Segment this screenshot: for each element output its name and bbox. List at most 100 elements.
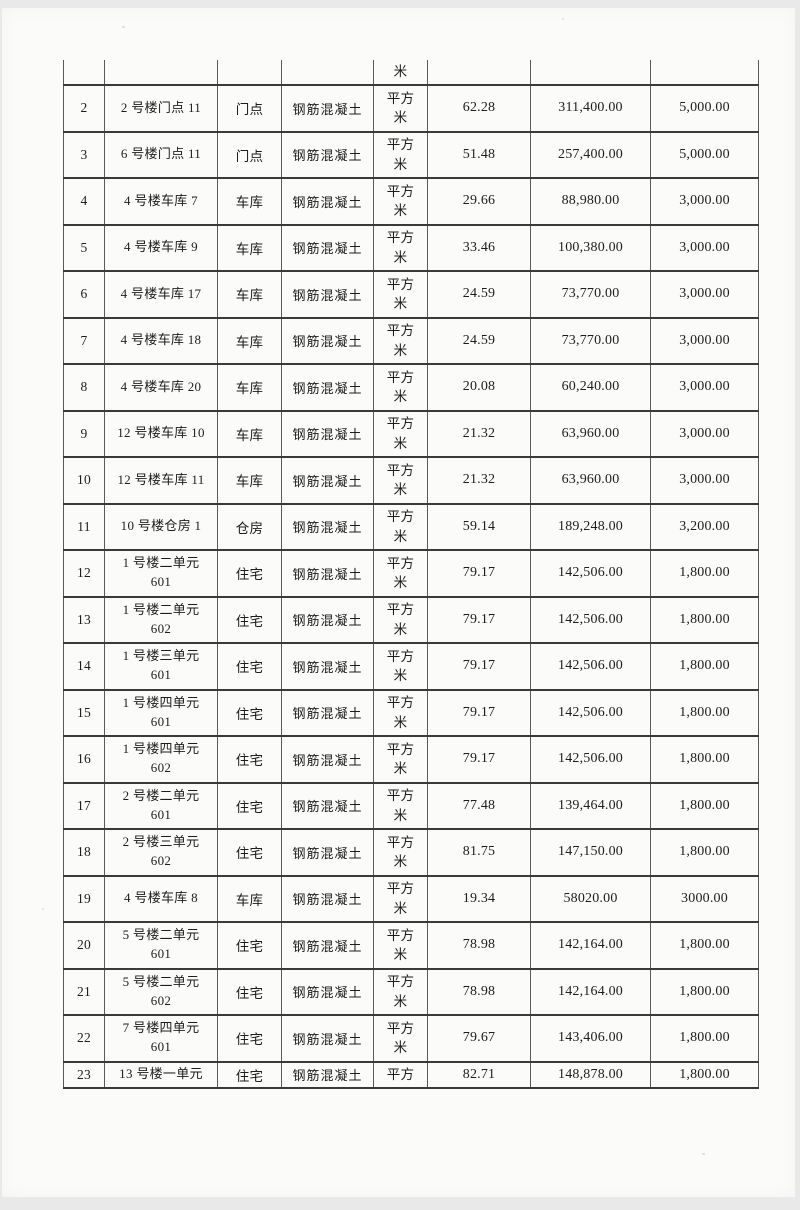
cell-total: 142,164.00 — [530, 967, 651, 1016]
cell-total: 143,406.00 — [530, 1014, 651, 1063]
cell-price: 1,800.00 — [650, 688, 759, 737]
cell-unit: 平方 米 — [373, 409, 428, 458]
cell-no: 19 — [63, 874, 105, 923]
cell-unit: 平方 米 — [373, 130, 428, 179]
cell-price: 1,800.00 — [650, 828, 759, 877]
cell-price: 3,000.00 — [650, 223, 759, 272]
cell-total: 142,506.00 — [530, 688, 651, 737]
cell-total: 58020.00 — [530, 874, 651, 923]
cell-material: 钢筋混凝土 — [281, 735, 374, 784]
cell-name: 1 号楼四单元 602 — [104, 735, 218, 784]
cell-type: 车库 — [217, 177, 282, 226]
cell-name: 4 号楼车库 20 — [104, 363, 218, 412]
continuation-row: 米 — [63, 60, 759, 86]
cell-material: 钢筋混凝土 — [281, 642, 374, 691]
cell-price: 3000.00 — [650, 874, 759, 923]
table-row: 17 2 号楼二单元 601 住宅 钢筋混凝土 平方 米 77.48 139,464.00 1… — [63, 781, 759, 830]
cell-price: 1,800.00 — [650, 967, 759, 1016]
cell-total: 139,464.00 — [530, 781, 651, 830]
cell-name: 5 号楼二单元 602 — [104, 967, 218, 1016]
cell-material: 钢筋混凝土 — [281, 316, 374, 365]
table-row: 10 12 号楼车库 11 车库 钢筋混凝土 平方 米 21.32 63,960.00 3,0… — [63, 456, 759, 505]
table-row: 20 5 号楼二单元 601 住宅 钢筋混凝土 平方 米 78.98 142,164.00 1… — [63, 921, 759, 970]
cell-material: 钢筋混凝土 — [281, 223, 374, 272]
cell-total: 142,506.00 — [530, 735, 651, 784]
cell-unit: 平方 米 — [373, 549, 428, 598]
cell-material: 钢筋混凝土 — [281, 456, 374, 505]
table-row: 22 7 号楼四单元 601 住宅 钢筋混凝土 平方 米 79.67 143,406.00 1… — [63, 1014, 759, 1063]
cell-type: 车库 — [217, 363, 282, 412]
cell-name: 5 号楼二单元 601 — [104, 921, 218, 970]
cell-type: 住宅 — [217, 921, 282, 970]
cell-price: 5,000.00 — [650, 84, 759, 133]
cell-no: 23 — [63, 1060, 105, 1089]
cell-price: 3,000.00 — [650, 270, 759, 319]
cell-total: 142,506.00 — [530, 642, 651, 691]
table-row: 11 10 号楼仓房 1 仓房 钢筋混凝土 平方 米 59.14 189,248.00 3,2… — [63, 502, 759, 551]
cell-material — [281, 60, 374, 86]
cell-material: 钢筋混凝土 — [281, 1060, 374, 1089]
cell-price: 3,000.00 — [650, 409, 759, 458]
cell-material: 钢筋混凝土 — [281, 874, 374, 923]
cell-name: 7 号楼四单元 601 — [104, 1014, 218, 1063]
cell-type: 车库 — [217, 270, 282, 319]
scan-speck — [122, 26, 125, 28]
cell-total: 63,960.00 — [530, 409, 651, 458]
cell-total: 189,248.00 — [530, 502, 651, 551]
cell-type — [217, 60, 282, 86]
cell-no: 2 — [63, 84, 105, 133]
table-row: 9 12 号楼车库 10 车库 钢筋混凝土 平方 米 21.32 63,960.00 3,00… — [63, 409, 759, 458]
cell-unit: 平方 米 — [373, 456, 428, 505]
cell-unit: 平方 米 — [373, 177, 428, 226]
cell-total: 142,506.00 — [530, 595, 651, 644]
cell-area: 29.66 — [427, 177, 531, 226]
cell-no: 14 — [63, 642, 105, 691]
cell-unit: 平方 — [373, 1060, 428, 1089]
cell-name: 1 号楼二单元 602 — [104, 595, 218, 644]
cell-area: 20.08 — [427, 363, 531, 412]
cell-name: 4 号楼车库 9 — [104, 223, 218, 272]
cell-type: 车库 — [217, 409, 282, 458]
cell-area: 81.75 — [427, 828, 531, 877]
cell-type: 住宅 — [217, 967, 282, 1016]
cell-total: 142,164.00 — [530, 921, 651, 970]
cell-no: 17 — [63, 781, 105, 830]
cell-unit: 平方 米 — [373, 921, 428, 970]
cell-no: 22 — [63, 1014, 105, 1063]
cell-price: 1,800.00 — [650, 549, 759, 598]
cell-total: 63,960.00 — [530, 456, 651, 505]
cell-type: 住宅 — [217, 549, 282, 598]
cell-no: 11 — [63, 502, 105, 551]
cell-type: 门点 — [217, 84, 282, 133]
cell-unit: 平方 米 — [373, 735, 428, 784]
cell-area: 78.98 — [427, 921, 531, 970]
cell-price: 3,000.00 — [650, 456, 759, 505]
table-row: 12 1 号楼二单元 601 住宅 钢筋混凝土 平方 米 79.17 142,506.00 1… — [63, 549, 759, 598]
scan-speck — [562, 18, 564, 20]
cell-unit: 平方 米 — [373, 781, 428, 830]
cell-type: 车库 — [217, 874, 282, 923]
cell-no: 18 — [63, 828, 105, 877]
cell-name: 4 号楼车库 7 — [104, 177, 218, 226]
cell-material: 钢筋混凝土 — [281, 921, 374, 970]
table-row: 16 1 号楼四单元 602 住宅 钢筋混凝土 平方 米 79.17 142,506.00 1… — [63, 735, 759, 784]
cell-unit: 平方 米 — [373, 1014, 428, 1063]
cell-area: 79.17 — [427, 735, 531, 784]
cell-unit: 平方 米 — [373, 316, 428, 365]
cell-material: 钢筋混凝土 — [281, 270, 374, 319]
cell-unit: 平方 米 — [373, 874, 428, 923]
cell-material: 钢筋混凝土 — [281, 363, 374, 412]
cell-total — [530, 60, 651, 86]
cell-type: 住宅 — [217, 781, 282, 830]
cell-price: 1,800.00 — [650, 781, 759, 830]
cell-total: 257,400.00 — [530, 130, 651, 179]
cell-total: 88,980.00 — [530, 177, 651, 226]
cell-name: 2 号楼二单元 601 — [104, 781, 218, 830]
